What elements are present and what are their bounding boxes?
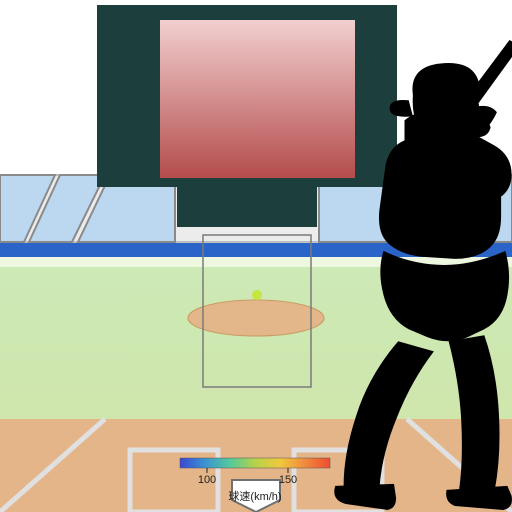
- speed-scale-caption: 球速(km/h): [228, 488, 281, 504]
- pitch-location-dot: [252, 290, 262, 300]
- pitchers-mound: [188, 300, 324, 336]
- scoreboard-screen: [160, 20, 355, 178]
- scene-svg: [0, 0, 512, 512]
- pitch-location-diagram: 100 150 球速(km/h): [0, 0, 512, 512]
- speed-scale-tick-1: 150: [279, 474, 297, 486]
- speed-scale-bar: [180, 458, 330, 468]
- scoreboard-pillar: [177, 187, 317, 227]
- speed-scale-tick-0: 100: [198, 474, 216, 486]
